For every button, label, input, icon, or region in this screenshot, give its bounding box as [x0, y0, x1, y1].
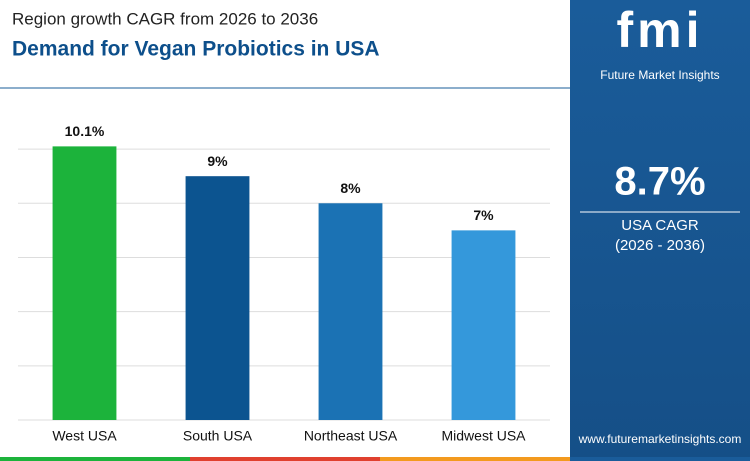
bar — [52, 146, 117, 420]
logo: fmi — [617, 2, 704, 58]
footer-strip — [380, 457, 570, 461]
x-tick-label: West USA — [52, 428, 117, 444]
x-tick-label: Northeast USA — [304, 428, 398, 444]
footer-strip — [570, 457, 750, 461]
bar — [185, 176, 250, 420]
bar — [318, 203, 383, 420]
chart-title: Demand for Vegan Probiotics in USA — [12, 38, 380, 61]
chart-subtitle: Region growth CAGR from 2026 to 2036 — [12, 9, 318, 28]
value-label: 10.1% — [65, 123, 105, 139]
footer-strip — [190, 457, 380, 461]
brand: Future Market Insights — [600, 68, 719, 82]
x-tick-label: Midwest USA — [441, 428, 526, 444]
x-tick-label: South USA — [183, 428, 253, 444]
stat-value: 8.7% — [614, 160, 705, 204]
stat-label: USA CAGR — [621, 217, 699, 234]
bar — [451, 230, 516, 420]
value-label: 9% — [207, 153, 228, 169]
value-label: 8% — [340, 180, 361, 196]
stat-period: (2026 - 2036) — [615, 237, 705, 254]
footer-strip — [0, 457, 190, 461]
website: www.futuremarketinsights.com — [578, 432, 742, 446]
value-label: 7% — [473, 207, 494, 223]
side-panel — [570, 0, 750, 461]
